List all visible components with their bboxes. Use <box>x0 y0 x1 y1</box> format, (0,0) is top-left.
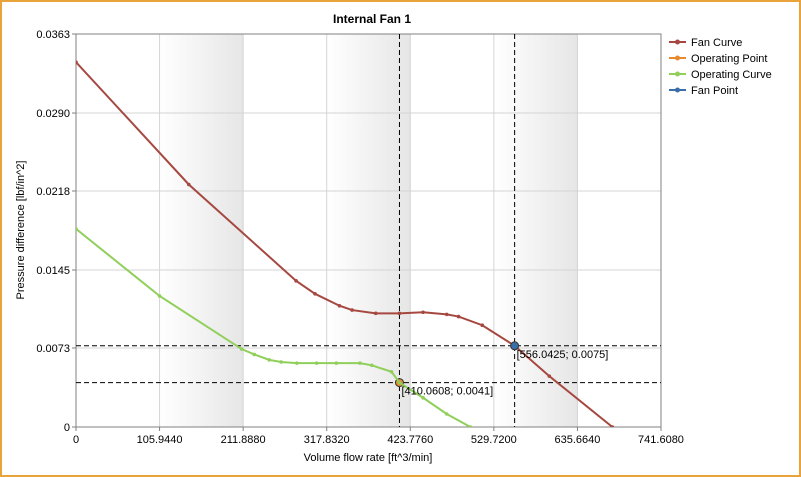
series-2 <box>76 227 473 427</box>
data-point <box>610 425 615 427</box>
legend-swatch-marker <box>675 39 680 45</box>
data-point <box>444 412 449 416</box>
data-point <box>267 358 272 362</box>
data-point <box>421 395 425 400</box>
data-point <box>421 310 425 315</box>
series-line <box>76 228 471 427</box>
x-tick-label: 529.7200 <box>471 434 517 446</box>
legend-entry-label: Operating Curve <box>691 69 772 81</box>
y-tick-label: 0.0145 <box>36 265 70 277</box>
shaded-band-2 <box>493 34 578 427</box>
data-point <box>314 361 319 365</box>
x-tick-label: 0 <box>73 434 79 446</box>
data-point <box>187 182 191 187</box>
data-point <box>337 303 342 308</box>
data-point <box>397 380 402 385</box>
data-point <box>76 60 78 64</box>
data-point <box>397 311 402 316</box>
crosshair-guides <box>76 34 661 427</box>
x-axis-ticks: 0 105.9440 211.8880 317.8320 423.7760 529.720… <box>73 427 684 446</box>
data-point <box>547 374 552 378</box>
legend-swatch-marker <box>675 55 680 61</box>
data-point <box>373 311 378 316</box>
shaded-band-1 <box>326 34 411 427</box>
series-0 <box>76 60 615 427</box>
legend-entry-label: Fan Point <box>691 85 738 97</box>
annotations-layer: [556.0425; 0.0075] [410.0608; 0.0041] <box>401 349 608 398</box>
data-point <box>279 360 283 364</box>
x-tick-label: 741.6080 <box>638 434 684 446</box>
series-3 <box>510 341 520 351</box>
data-point <box>157 294 162 298</box>
y-axis-ticks: 0 0.0073 0.0145 0.0218 0.0290 0.0363 <box>36 29 76 434</box>
chart-title: Internal Fan 1 <box>333 12 411 26</box>
y-axis-label: Pressure difference [lbf/in^2] <box>15 161 27 300</box>
data-point <box>358 361 362 365</box>
grid-lines <box>76 34 661 427</box>
highlight-point <box>510 341 520 351</box>
legend-entry-label: Operating Point <box>691 53 767 65</box>
legend-swatch-marker <box>675 87 680 93</box>
shaded-bands <box>159 34 578 427</box>
data-point <box>313 292 317 296</box>
x-tick-label: 105.9440 <box>137 434 183 446</box>
data-point <box>76 227 78 231</box>
series-layer <box>76 60 615 427</box>
x-tick-label: 317.8320 <box>304 434 350 446</box>
data-point <box>389 369 394 374</box>
data-point <box>370 363 374 368</box>
legend-entry-label: Fan Curve <box>691 37 742 49</box>
shaded-band-0 <box>159 34 244 427</box>
x-tick-label: 635.6640 <box>554 434 600 446</box>
legend: Fan Curve Operating Point Operating Curve F… <box>669 37 772 97</box>
data-point <box>350 308 354 312</box>
data-point <box>239 347 244 351</box>
data-point <box>295 361 299 365</box>
y-tick-label: 0 <box>64 422 70 434</box>
data-point <box>480 323 485 328</box>
x-axis-label: Volume flow rate [ft^3/min] <box>304 452 433 464</box>
data-point <box>252 352 257 357</box>
y-tick-label: 0.0363 <box>36 29 70 41</box>
legend-swatch-marker <box>675 71 680 77</box>
x-tick-label: 211.8880 <box>221 434 266 446</box>
x-tick-label: 423.7760 <box>387 434 433 446</box>
data-point <box>468 425 473 427</box>
data-point <box>456 314 461 319</box>
data-point <box>294 279 298 283</box>
annotation-label: [556.0425; 0.0075] <box>517 349 609 361</box>
y-tick-label: 0.0073 <box>36 343 70 355</box>
annotation-label: [410.0608; 0.0041] <box>401 386 493 398</box>
data-point <box>334 361 339 365</box>
y-tick-label: 0.0290 <box>36 108 70 120</box>
data-point <box>444 312 449 317</box>
y-tick-label: 0.0218 <box>36 186 70 198</box>
